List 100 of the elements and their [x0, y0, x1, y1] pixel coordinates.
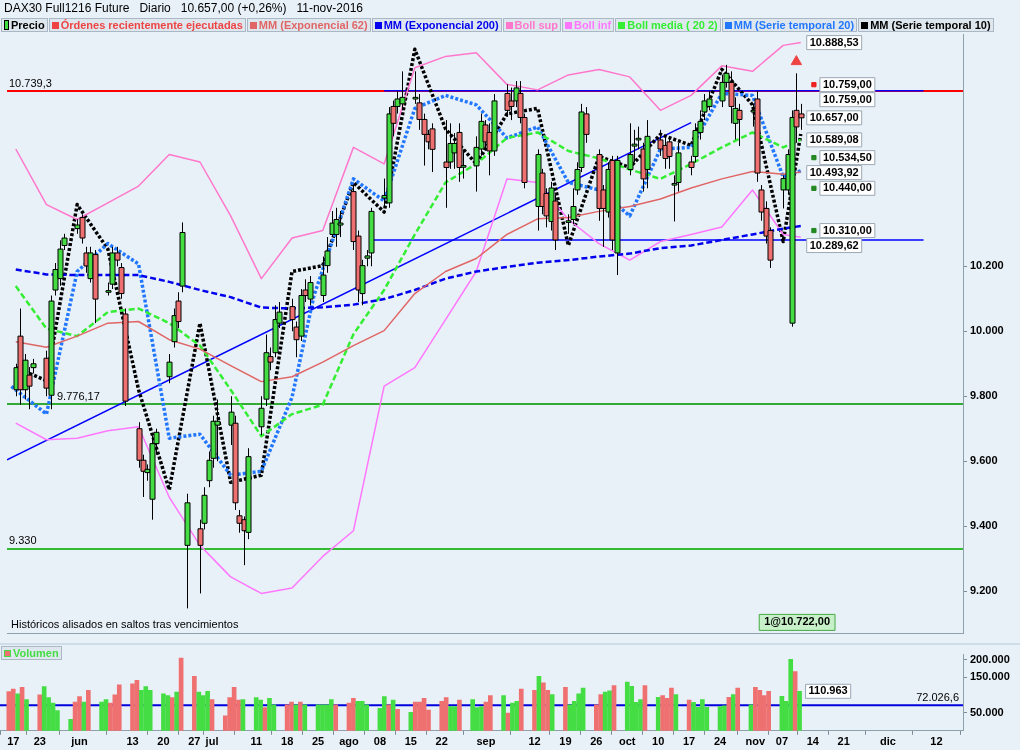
y-tick-label: 50.000: [970, 706, 1004, 719]
bar: [302, 704, 308, 731]
y-tick-label: 10.000: [970, 324, 1004, 337]
x-tick-label: 24: [713, 735, 728, 748]
bar: [130, 683, 135, 731]
point: [811, 155, 817, 161]
legend-label: MM (Serie temporal 20): [733, 19, 855, 31]
x-tick-label: 10: [652, 735, 665, 748]
legend-label: MM (Serie temporal 10): [870, 19, 991, 31]
legend-label: MM (Exponencial 200): [383, 19, 499, 31]
legend-label: Boll media ( 20 2): [627, 19, 718, 31]
annotation: 10.888,53: [809, 35, 859, 48]
bar: [408, 711, 414, 731]
x-tick-label: sep: [476, 735, 496, 748]
bar: [607, 690, 612, 731]
annotation: 1@10.722,00: [764, 615, 830, 628]
x-tick-label: jun: [70, 735, 89, 748]
bar: [205, 690, 210, 731]
bar: [797, 690, 802, 731]
point: [811, 227, 817, 234]
x-tick-label: 17: [682, 735, 696, 748]
x-tick-label: 23: [33, 735, 46, 748]
annotation: 110.963: [808, 684, 848, 697]
bar: [563, 687, 568, 731]
ref-line-label: 10.739,3: [9, 76, 52, 89]
point: [811, 185, 817, 191]
x-tick-label: 22: [435, 735, 448, 748]
bar: [77, 696, 82, 731]
ref-line-label: 72.026,6: [916, 690, 960, 703]
annotation: 10.657,00: [809, 110, 859, 123]
bar: [395, 709, 400, 731]
bar: [68, 719, 74, 731]
x-tick-label: 12: [930, 735, 943, 748]
bar: [788, 658, 794, 731]
y-tick-label: 200.000: [970, 652, 1010, 665]
legend-label: Órdenes recientemente ejecutadas: [60, 19, 243, 31]
bar: [457, 699, 462, 731]
point: [811, 82, 817, 88]
bar: [735, 687, 741, 731]
bar: [417, 701, 422, 731]
x-tick-label: ago: [339, 735, 360, 748]
y-tick-label: 9.200: [970, 584, 998, 597]
bar: [333, 704, 339, 731]
x-tick-label: 27: [188, 735, 201, 748]
ref-line-label: 9.330: [9, 534, 37, 547]
bar: [116, 684, 122, 731]
x-tick-label: 08: [373, 735, 387, 748]
bar: [510, 702, 515, 731]
annotation: 10.289,62: [809, 238, 859, 251]
bar: [638, 699, 643, 731]
bar: [501, 695, 506, 731]
bar: [24, 699, 29, 731]
bar: [518, 688, 524, 731]
bar: [660, 695, 665, 731]
bar: [289, 701, 294, 731]
annotation: 10.310,00: [822, 223, 872, 236]
bar: [15, 693, 20, 731]
annotation: 10.440,00: [822, 181, 872, 194]
bar: [757, 689, 763, 731]
x-tick-label: 11: [250, 735, 263, 748]
y-tick-label: 9.400: [970, 519, 998, 532]
bar: [161, 693, 166, 731]
bar: [196, 691, 202, 731]
bar: [470, 699, 475, 731]
bar: [364, 704, 369, 731]
chart-title: DAX30 Full1216 Future Diario 10.657,00 (+0,26%) 11-nov-2016: [4, 1, 363, 15]
bar: [439, 700, 445, 731]
bar: [629, 685, 635, 731]
bar: [37, 694, 43, 731]
bar: [669, 687, 674, 731]
bar: [598, 694, 604, 731]
bar: [267, 698, 272, 731]
annotation: 10.493,92: [809, 165, 859, 178]
point: [790, 55, 803, 66]
x-tick-label: jul: [204, 735, 219, 748]
y-tick-label: 9.600: [970, 454, 998, 467]
annotation: 10.534,50: [822, 150, 872, 163]
legend-label: Precio: [11, 19, 45, 31]
bar: [99, 701, 104, 731]
bar: [320, 704, 325, 731]
bar: [386, 704, 392, 731]
bar: [766, 690, 771, 731]
legend-label: MM (Exponencial 62): [258, 19, 368, 31]
x-tick-label: 19: [559, 735, 572, 748]
bar: [691, 701, 696, 731]
legend-label: Boll sup: [514, 19, 558, 31]
y-tick-label: 150.000: [970, 670, 1010, 683]
bar: [488, 695, 493, 731]
x-tick-label: 13: [126, 735, 139, 748]
x-tick-label: 20: [157, 735, 170, 748]
legend-label: Boll inf: [573, 19, 612, 31]
y-tick-label: 10.200: [970, 259, 1004, 272]
bar: [41, 686, 47, 731]
x-tick-label: 25: [311, 735, 325, 748]
bar: [448, 706, 453, 731]
bar: [532, 689, 537, 731]
legend-label: Volumen: [13, 647, 59, 659]
bar: [549, 694, 555, 731]
x-tick-label: 15: [404, 735, 417, 748]
annotation: Históricos alisados en saltos tras vencimientos: [11, 618, 239, 631]
